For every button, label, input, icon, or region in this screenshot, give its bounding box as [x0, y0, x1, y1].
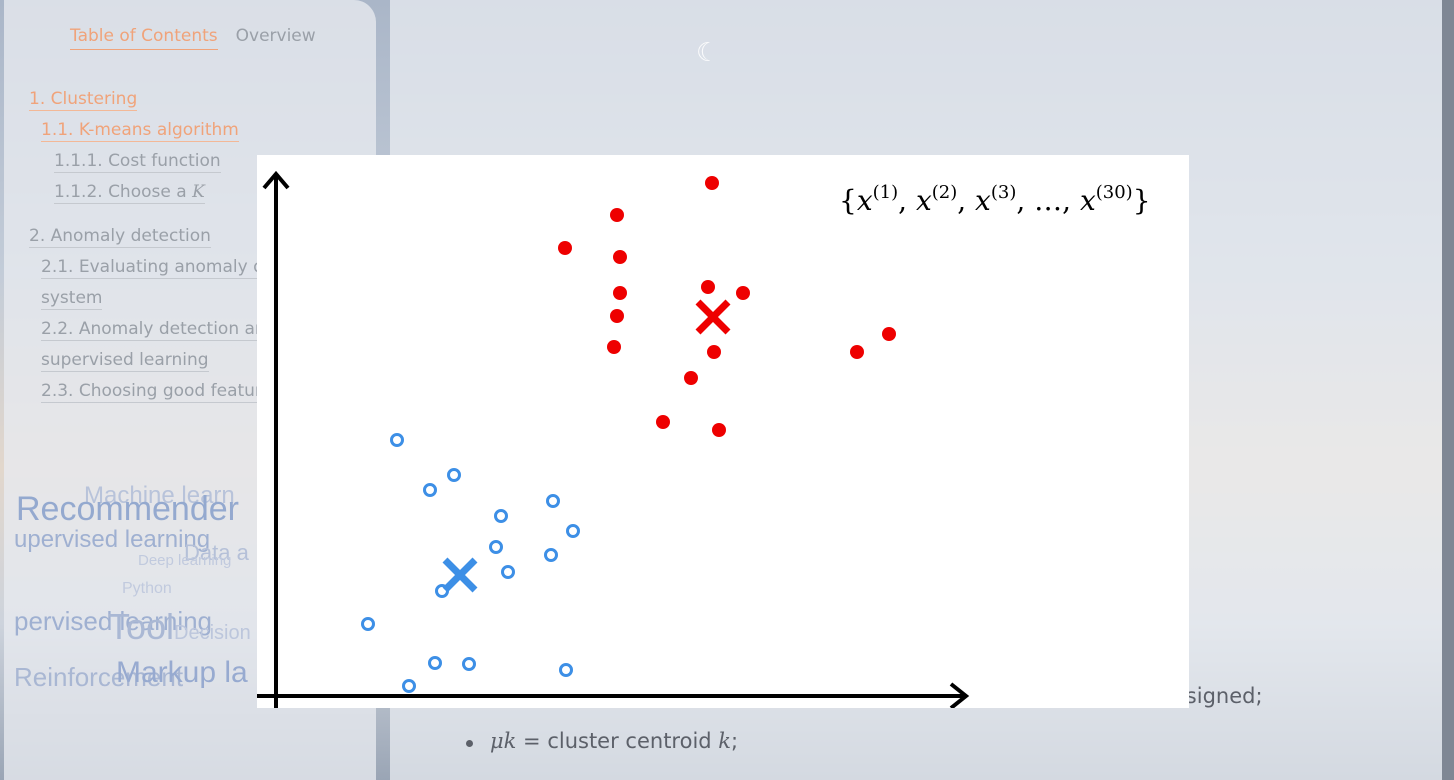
set-label: {x(1), x(2), x(3), …, x(30)}: [839, 182, 1151, 217]
red-centroid-marker: [695, 299, 731, 335]
blue-centroid-marker-stroke: [442, 557, 478, 593]
data-points: [361, 176, 896, 693]
blue-cluster-point: [559, 663, 573, 677]
word-cloud-tag[interactable]: Tool: [108, 606, 175, 647]
red-cluster-point: [613, 286, 627, 300]
kmeans-figure-image: {x(1), x(2), x(3), …, x(30)}: [257, 155, 1189, 708]
word-cloud-tag[interactable]: Markup la: [116, 656, 248, 689]
tab-overview[interactable]: Overview: [235, 26, 316, 46]
blue-cluster-point: [566, 524, 580, 538]
scrollbar-track[interactable]: [1442, 0, 1454, 780]
blue-cluster-point: [462, 657, 476, 671]
toc-item-choose-k[interactable]: 1.1.2. Choose a K: [54, 182, 205, 204]
y-axis-arrow: [262, 170, 290, 190]
red-cluster-point: [701, 280, 715, 294]
red-centroid-marker-stroke: [695, 299, 731, 335]
blue-centroid-marker: [442, 557, 478, 593]
red-cluster-point: [656, 415, 670, 429]
blue-cluster-point: [402, 679, 416, 693]
blue-cluster-point: [546, 494, 560, 508]
red-cluster-point: [684, 371, 698, 385]
word-cloud-tag[interactable]: Python: [122, 580, 172, 597]
red-cluster-point: [882, 327, 896, 341]
red-cluster-point: [558, 241, 572, 255]
tag-word-cloud: Machine learn Recommender upervised lear…: [4, 470, 376, 710]
blue-cluster-point: [423, 483, 437, 497]
blue-cluster-point: [544, 548, 558, 562]
red-cluster-point: [607, 340, 621, 354]
blue-cluster-point: [428, 656, 442, 670]
word-cloud-tag[interactable]: Machine learn: [84, 482, 235, 509]
kmeans-scatter-plot: {x(1), x(2), x(3), …, x(30)}: [257, 170, 1151, 708]
toc-item-anomaly-vs-supervised[interactable]: 2.2. Anomaly detection an: [41, 319, 266, 341]
toc-item-choosing-features[interactable]: 2.3. Choosing good featur: [41, 381, 262, 403]
toc-item-anomaly-detection[interactable]: 2. Anomaly detection: [29, 226, 211, 248]
blue-cluster-point: [447, 468, 461, 482]
blue-cluster-point: [501, 565, 515, 579]
toc-item-evaluating-anomaly[interactable]: 2.1. Evaluating anomaly de: [41, 257, 275, 279]
red-cluster-point: [736, 286, 750, 300]
red-cluster-point: [707, 345, 721, 359]
bullet-dot: [466, 740, 473, 747]
blue-cluster-point: [390, 433, 404, 447]
word-cloud-tag[interactable]: upervised learning: [14, 526, 211, 553]
red-cluster-point: [850, 345, 864, 359]
blue-cluster-point: [361, 617, 375, 631]
blue-cluster-point: [489, 540, 503, 554]
word-cloud-tag[interactable]: Reinforcement: [14, 662, 184, 692]
word-cloud-tag[interactable]: Data a: [184, 540, 249, 565]
blue-cluster-point: [494, 509, 508, 523]
red-cluster-point: [705, 176, 719, 190]
bullet-text-2: μk = cluster centroid k;: [490, 729, 739, 753]
toc-item-k-means-algorithm[interactable]: 1.1. K-means algorithm: [41, 120, 239, 142]
red-cluster-point: [613, 250, 627, 264]
red-cluster-point: [610, 309, 624, 323]
x-axis-arrow: [949, 682, 970, 708]
red-cluster-point: [712, 423, 726, 437]
toc-item-clustering[interactable]: 1. Clustering: [29, 89, 138, 111]
red-cluster-point: [610, 208, 624, 222]
toc-item-cost-function[interactable]: 1.1.1. Cost function: [54, 151, 221, 173]
word-cloud-tag[interactable]: Decision: [174, 622, 251, 644]
moon-icon: ☾: [696, 38, 720, 68]
axes: [257, 170, 970, 708]
word-cloud-tag[interactable]: pervised learning: [14, 606, 213, 636]
word-cloud-tag[interactable]: Recommender: [16, 490, 239, 528]
mu-k-symbol: μk: [490, 729, 517, 753]
table-of-contents: 1. Clustering 1.1. K-means algorithm 1.1…: [4, 84, 376, 407]
sidebar-tabs: Table of Contents Overview: [70, 26, 316, 50]
tab-table-of-contents[interactable]: Table of Contents: [70, 26, 218, 50]
toc-item-evaluating-anomaly-cont[interactable]: system: [41, 288, 103, 310]
word-cloud-tag[interactable]: Deep learning: [138, 552, 232, 569]
toc-item-anomaly-vs-supervised-cont[interactable]: supervised learning: [41, 350, 209, 372]
